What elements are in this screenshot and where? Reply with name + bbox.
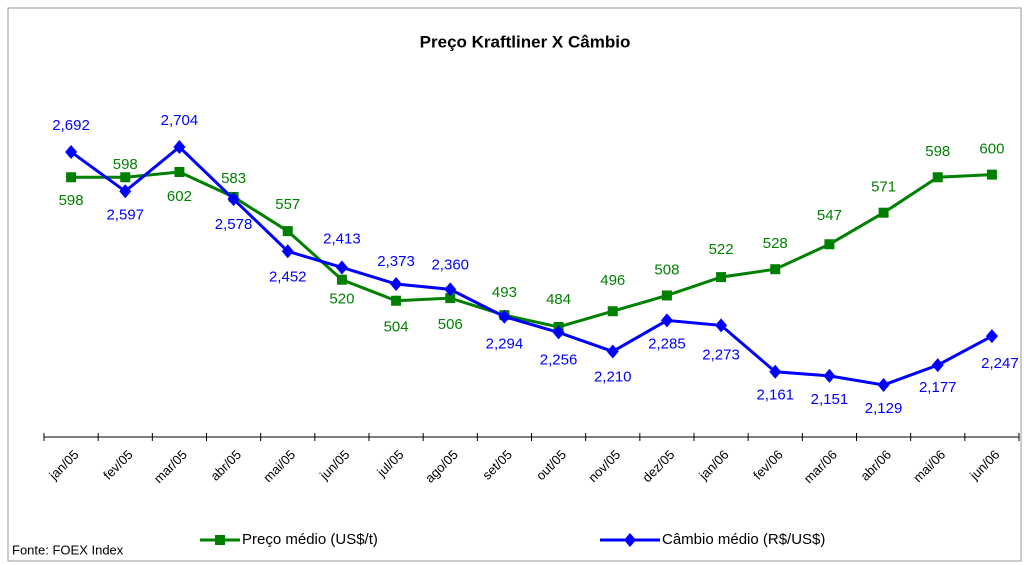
marker bbox=[390, 277, 403, 292]
marker bbox=[552, 325, 565, 340]
data-label: 583 bbox=[221, 170, 246, 187]
data-label: 598 bbox=[925, 143, 950, 160]
marker bbox=[878, 207, 889, 218]
data-label: 2,360 bbox=[431, 256, 469, 273]
marker bbox=[120, 172, 131, 183]
marker bbox=[173, 140, 186, 154]
data-label: 2,210 bbox=[594, 368, 632, 385]
marker bbox=[823, 368, 836, 383]
data-label: 2,273 bbox=[702, 346, 740, 363]
data-label: 2,151 bbox=[811, 391, 849, 408]
data-label: 2,177 bbox=[919, 379, 957, 396]
source: Fonte: FOEX Index bbox=[12, 542, 124, 557]
marker bbox=[336, 274, 347, 285]
marker bbox=[66, 172, 77, 183]
data-label: 2,285 bbox=[648, 335, 686, 352]
marker bbox=[661, 290, 672, 301]
marker bbox=[824, 239, 835, 250]
marker bbox=[444, 282, 457, 297]
marker bbox=[770, 264, 781, 275]
data-label: 571 bbox=[871, 179, 896, 196]
marker bbox=[932, 172, 943, 183]
legend-marker bbox=[624, 533, 636, 547]
series-line bbox=[70, 144, 993, 387]
marker bbox=[498, 309, 511, 324]
data-label: 2,161 bbox=[756, 387, 794, 404]
data-label: 506 bbox=[438, 316, 463, 333]
marker bbox=[986, 169, 997, 180]
marker bbox=[281, 244, 294, 259]
marker bbox=[282, 226, 293, 237]
marker bbox=[606, 344, 619, 359]
data-label: 2,692 bbox=[52, 117, 90, 134]
marker bbox=[660, 313, 673, 328]
data-label: 528 bbox=[763, 235, 788, 252]
data-label: 2,129 bbox=[865, 400, 903, 417]
marker bbox=[445, 293, 456, 304]
data-label: 508 bbox=[654, 261, 679, 278]
data-label: 522 bbox=[709, 241, 734, 258]
marker bbox=[174, 167, 185, 177]
marker bbox=[335, 260, 348, 275]
data-label: 2,247 bbox=[981, 355, 1019, 372]
data-label: 504 bbox=[384, 319, 409, 336]
data-label: 493 bbox=[492, 284, 517, 301]
data-label: 520 bbox=[329, 291, 354, 308]
marker bbox=[715, 318, 728, 333]
data-label: 598 bbox=[113, 156, 138, 173]
data-label: 496 bbox=[600, 272, 625, 289]
marker bbox=[391, 295, 402, 306]
data-label: 598 bbox=[59, 192, 84, 209]
marker bbox=[227, 192, 240, 207]
data-label: 2,704 bbox=[161, 112, 199, 129]
data-label: 2,452 bbox=[269, 268, 307, 285]
data-label: 2,373 bbox=[377, 253, 415, 270]
data-label: 600 bbox=[979, 141, 1004, 158]
marker bbox=[716, 272, 727, 283]
data-label: 2,597 bbox=[106, 206, 144, 223]
marker bbox=[769, 364, 782, 379]
chart-title: Preço Kraftliner X Câmbio bbox=[420, 32, 631, 51]
data-label: 2,256 bbox=[540, 351, 578, 368]
marker bbox=[65, 144, 78, 159]
series-line bbox=[71, 170, 992, 329]
data-label: 602 bbox=[167, 188, 192, 205]
data-label: 547 bbox=[817, 207, 842, 224]
data-label: 2,413 bbox=[323, 230, 361, 247]
legend-marker bbox=[215, 535, 225, 545]
data-label: 2,294 bbox=[486, 336, 524, 353]
data-label: 557 bbox=[275, 196, 300, 213]
data-label: 2,578 bbox=[215, 216, 253, 233]
marker bbox=[877, 378, 890, 392]
data-label: 484 bbox=[546, 291, 571, 308]
marker bbox=[607, 306, 618, 317]
marker bbox=[985, 329, 998, 344]
legend-label: Câmbio médio (R$/US$) bbox=[662, 531, 825, 548]
frame bbox=[7, 7, 1022, 562]
marker bbox=[119, 184, 132, 199]
legend-label: Preço médio (US$/t) bbox=[242, 531, 378, 548]
marker bbox=[931, 358, 944, 373]
